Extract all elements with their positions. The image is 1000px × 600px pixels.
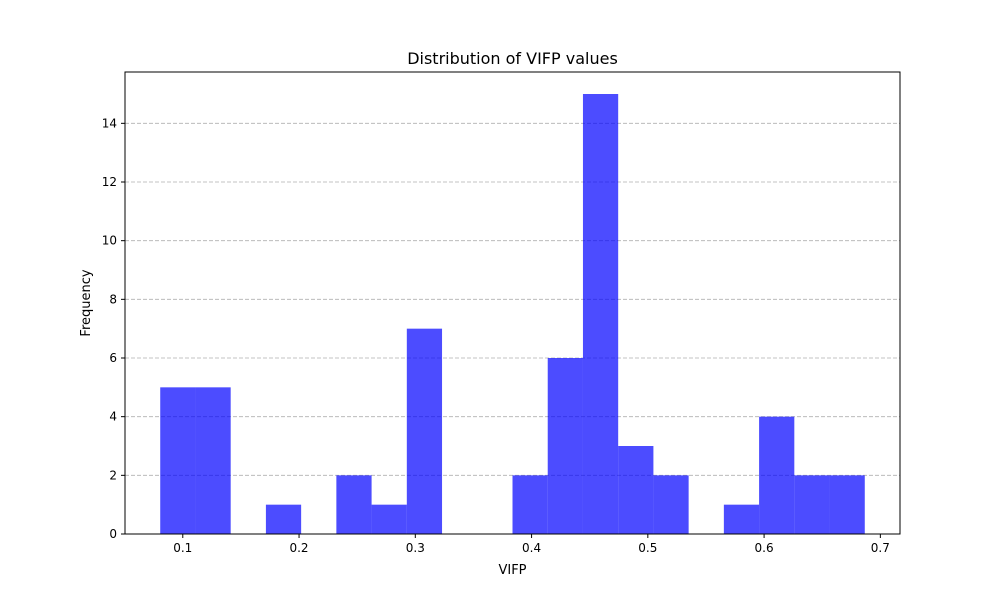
histogram-bar-6 [336, 475, 372, 534]
histogram-bar-13 [582, 94, 619, 534]
x-tick-label-0.2: 0.2 [289, 541, 308, 555]
y-tick-label-8: 8 [109, 292, 117, 306]
y-tick-label-0: 0 [109, 527, 117, 541]
y-tick-label-4: 4 [109, 410, 117, 424]
histogram-bar-8 [406, 328, 443, 534]
x-tick-label-0.4: 0.4 [522, 541, 541, 555]
histogram-bar-20 [829, 475, 865, 534]
y-tick-label-2: 2 [109, 468, 117, 482]
chart-title: Distribution of VIFP values [407, 49, 618, 68]
x-tick-label-0.3: 0.3 [406, 541, 425, 555]
histogram-bar-14 [618, 446, 654, 534]
y-tick-label-6: 6 [109, 351, 117, 365]
histogram-bar-11 [512, 475, 548, 534]
plot-area-frame [124, 71, 901, 535]
y-axis-ticks: 0 2 4 6 8 10 12 14 [102, 116, 125, 541]
histogram-bar-17 [723, 504, 760, 534]
histogram-bars [160, 94, 865, 534]
x-tick-label-0.7: 0.7 [871, 541, 890, 555]
histogram-bar-15 [653, 475, 689, 534]
histogram-bar-19 [794, 475, 830, 534]
x-tick-label-0.6: 0.6 [755, 541, 774, 555]
histogram-bar-7 [371, 504, 407, 534]
x-tick-label-0.5: 0.5 [638, 541, 657, 555]
y-tick-label-10: 10 [102, 234, 117, 248]
x-axis-ticks: 0.1 0.2 0.3 0.4 0.5 0.6 0.7 [173, 534, 890, 555]
x-tick-label-0.1: 0.1 [173, 541, 192, 555]
histogram-bar-1 [160, 387, 196, 534]
grid-lines [125, 122, 900, 476]
y-tick-label-12: 12 [102, 175, 117, 189]
x-axis-label: VIFP [498, 563, 526, 578]
histogram-bar-12 [547, 358, 583, 534]
y-tick-label-14: 14 [102, 116, 117, 130]
histogram-bar-18 [759, 416, 795, 534]
histogram-bar-4 [265, 504, 302, 534]
y-axis-label: Frequency [79, 269, 94, 336]
histogram-bar-2 [195, 387, 231, 534]
